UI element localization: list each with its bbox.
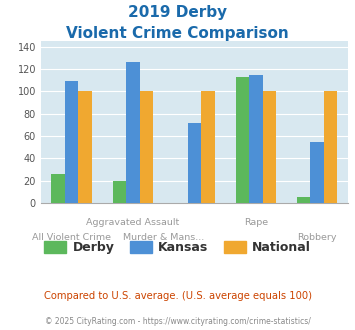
Bar [78,91,92,203]
Bar [263,91,276,203]
Bar [113,181,126,203]
Text: Rape: Rape [244,218,268,227]
Text: Compared to U.S. average. (U.S. average equals 100): Compared to U.S. average. (U.S. average … [44,291,311,301]
Text: 2019 Derby: 2019 Derby [128,5,227,20]
Text: Violent Crime Comparison: Violent Crime Comparison [66,26,289,41]
Bar [201,91,215,203]
Text: All Violent Crime: All Violent Crime [32,233,111,242]
Text: Aggravated Assault: Aggravated Assault [86,218,180,227]
Bar [187,123,201,203]
Bar [65,82,78,203]
Bar [126,62,140,203]
Bar [249,75,263,203]
Bar [310,142,324,203]
Bar [51,174,65,203]
Text: Robbery: Robbery [297,233,337,242]
Text: Murder & Mans...: Murder & Mans... [123,233,204,242]
Bar [297,197,310,203]
Legend: Derby, Kansas, National: Derby, Kansas, National [39,236,316,259]
Bar [324,91,338,203]
Bar [235,77,249,203]
Text: © 2025 CityRating.com - https://www.cityrating.com/crime-statistics/: © 2025 CityRating.com - https://www.city… [45,317,310,326]
Bar [140,91,153,203]
